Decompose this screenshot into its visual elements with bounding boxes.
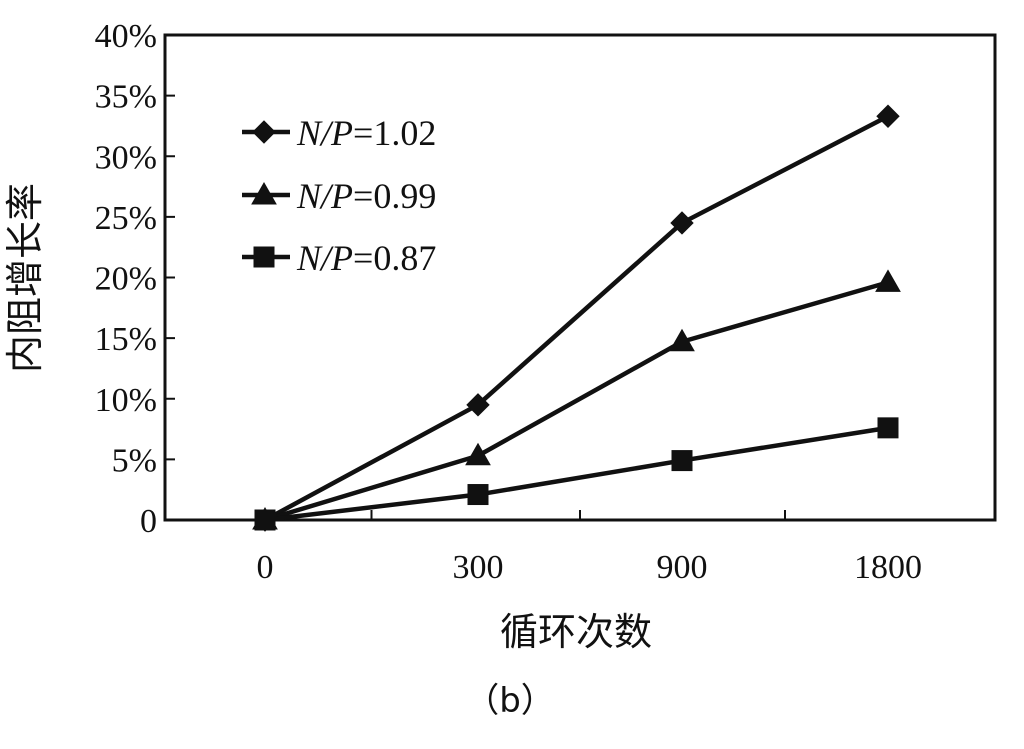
legend-marker-square bbox=[253, 246, 275, 268]
y-tick-label: 15% bbox=[95, 321, 157, 358]
series-line bbox=[264, 425, 889, 523]
legend-label: N/P=0.99 bbox=[296, 176, 436, 216]
y-tick-label: 5% bbox=[112, 442, 157, 479]
legend-item: N/P=0.99 bbox=[242, 176, 436, 216]
legend-marker-diamond bbox=[252, 120, 276, 144]
legend-marker-triangle bbox=[251, 181, 277, 205]
data-point-square bbox=[877, 417, 899, 439]
y-tick-label: 0 bbox=[140, 503, 157, 540]
legend-item: N/P=0.87 bbox=[242, 238, 436, 278]
legend-item: N/P=1.02 bbox=[242, 113, 436, 153]
y-tick-label: 35% bbox=[95, 79, 157, 116]
data-point-square bbox=[254, 509, 276, 531]
series-square bbox=[254, 417, 899, 531]
x-tick-label: 900 bbox=[657, 549, 708, 586]
legend-label: N/P=0.87 bbox=[296, 238, 436, 278]
y-axis: 0 5% 10% 15% 20% 25% 30% 35% 40% bbox=[95, 18, 175, 540]
data-point-square bbox=[467, 484, 489, 506]
data-point-diamond bbox=[466, 393, 490, 417]
figure-caption: （b） bbox=[465, 681, 555, 721]
series-triangle bbox=[252, 269, 901, 530]
x-axis: 0 300 900 1800 bbox=[257, 510, 922, 586]
data-point-square bbox=[671, 450, 693, 472]
data-point-diamond bbox=[670, 211, 694, 235]
data-point-triangle bbox=[875, 269, 901, 292]
y-tick-label: 40% bbox=[95, 18, 157, 55]
y-tick-label: 10% bbox=[95, 382, 157, 419]
y-tick-label: 30% bbox=[95, 139, 157, 176]
x-tick-label: 0 bbox=[257, 549, 274, 586]
plot-frame bbox=[163, 33, 997, 522]
legend: N/P=1.02 N/P=0.99 N/P=0.87 bbox=[242, 113, 436, 278]
x-tick-label: 1800 bbox=[854, 549, 922, 586]
data-point-diamond bbox=[876, 104, 900, 128]
legend-label: N/P=1.02 bbox=[296, 113, 436, 153]
y-axis-title: 内阻增长率 bbox=[3, 183, 47, 373]
y-tick-label: 20% bbox=[95, 261, 157, 298]
series-layer bbox=[252, 104, 901, 532]
series-diamond bbox=[253, 104, 900, 532]
data-point-triangle bbox=[465, 442, 491, 466]
x-tick-label: 300 bbox=[453, 549, 504, 586]
series-line bbox=[264, 280, 889, 523]
data-point-triangle bbox=[669, 328, 695, 352]
x-axis-title: 循环次数 bbox=[500, 610, 652, 654]
series-line bbox=[263, 114, 890, 522]
y-tick-label: 25% bbox=[95, 200, 157, 237]
